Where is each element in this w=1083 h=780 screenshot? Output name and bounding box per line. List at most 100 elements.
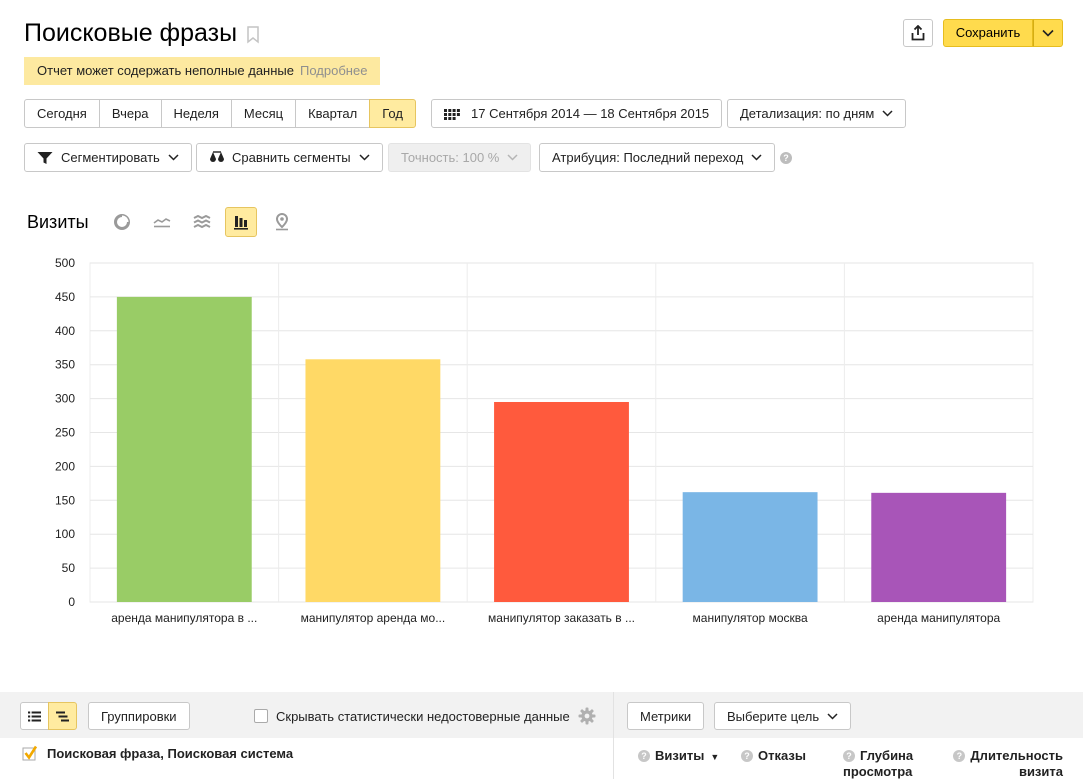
bar: [305, 359, 441, 602]
help-icon[interactable]: ?: [741, 750, 753, 762]
gear-icon[interactable]: [578, 707, 596, 725]
chevron-down-icon: [507, 154, 518, 161]
save-button[interactable]: Сохранить: [943, 19, 1033, 47]
dimensions-checkbox[interactable]: [22, 745, 38, 761]
checkbox-box[interactable]: [254, 709, 268, 723]
flat-list-view-button[interactable]: [20, 702, 49, 730]
date-range-picker[interactable]: 17 Сентября 2014 — 18 Сентября 2015: [431, 99, 723, 128]
y-tick-label: 450: [55, 290, 75, 304]
save-button-group: Сохранить: [943, 19, 1063, 47]
page-title: Поисковые фразы: [24, 19, 238, 47]
chevron-down-icon: [827, 712, 838, 720]
dimensions-header: Поисковая фраза, Поисковая система: [22, 745, 293, 761]
period-selector: Сегодня Вчера Неделя Месяц Квартал Год: [24, 99, 416, 128]
attribution-label: Атрибуция: Последний переход: [552, 150, 744, 165]
column-depth-label: Глубина просмотра: [843, 748, 914, 779]
metrics-button[interactable]: Метрики: [627, 702, 705, 730]
y-tick-label: 500: [55, 256, 75, 270]
y-tick-label: 50: [62, 561, 76, 575]
map-pin-icon: [275, 213, 289, 231]
pie-chart-icon: [114, 214, 130, 230]
tree-list-icon: [56, 711, 69, 721]
period-week[interactable]: Неделя: [160, 99, 232, 128]
attribution-help-icon[interactable]: ?: [780, 152, 792, 164]
x-tick-label: манипулятор аренда мо...: [301, 611, 446, 625]
y-tick-label: 100: [55, 527, 75, 541]
y-tick-label: 250: [55, 426, 75, 440]
bar: [871, 492, 1007, 602]
pie-chart-button[interactable]: [106, 207, 138, 237]
warning-text: Отчет может содержать неполные данные: [37, 63, 294, 78]
x-tick-label: аренда манипулятора: [877, 611, 1000, 625]
table-view-toggle: [20, 702, 77, 730]
bar: [682, 492, 818, 602]
detail-label: Детализация: по дням: [740, 106, 875, 121]
calendar-icon: [444, 108, 460, 120]
bar-chart-button[interactable]: [225, 207, 257, 237]
line-chart-button[interactable]: [146, 207, 178, 237]
stacked-area-icon: [193, 215, 211, 229]
x-tick-label: манипулятор москва: [693, 611, 808, 625]
column-visits[interactable]: ? Визиты ▼: [638, 748, 719, 765]
bookmark-icon[interactable]: [246, 26, 260, 44]
column-bounces-label: Отказы: [758, 748, 806, 763]
hide-unreliable-checkbox[interactable]: Скрывать статистически недостоверные дан…: [254, 707, 570, 725]
groupings-label: Группировки: [101, 708, 177, 724]
bar: [116, 296, 252, 602]
accuracy-dropdown[interactable]: Точность: 100 %: [388, 143, 532, 172]
column-duration[interactable]: ? Длительность визита: [951, 748, 1063, 780]
attribution-dropdown[interactable]: Атрибуция: Последний переход: [539, 143, 776, 172]
toolbar-divider: [613, 692, 614, 779]
compare-segments-dropdown[interactable]: Сравнить сегменты: [196, 143, 383, 172]
accuracy-label: Точность: 100 %: [401, 150, 500, 165]
goal-label: Выберите цель: [727, 708, 820, 724]
chart-title: Визиты: [27, 212, 89, 232]
chevron-down-icon: [751, 154, 762, 161]
dimensions-label: Поисковая фраза, Поисковая система: [47, 745, 294, 761]
help-icon[interactable]: ?: [953, 750, 966, 762]
y-tick-label: 0: [68, 595, 75, 609]
bar: [494, 401, 629, 602]
column-duration-label: Длительность визита: [970, 748, 1063, 779]
column-bounces[interactable]: ? Отказы: [741, 748, 806, 764]
x-tick-label: манипулятор заказать в ...: [488, 611, 635, 625]
help-icon[interactable]: ?: [638, 750, 650, 762]
period-yesterday[interactable]: Вчера: [98, 99, 162, 128]
column-visits-label: Визиты: [655, 748, 705, 763]
y-tick-label: 350: [55, 358, 75, 372]
period-today[interactable]: Сегодня: [24, 99, 100, 128]
y-tick-label: 200: [55, 459, 75, 473]
map-button[interactable]: [266, 207, 298, 237]
chevron-down-icon: [359, 154, 370, 161]
detail-dropdown[interactable]: Детализация: по дням: [727, 99, 907, 128]
sort-desc-icon: ▼: [710, 752, 720, 762]
stacked-area-button[interactable]: [186, 207, 218, 237]
hide-unreliable-label: Скрывать статистически недостоверные дан…: [276, 708, 570, 724]
tree-view-button[interactable]: [48, 702, 77, 730]
x-tick-label: аренда манипулятора в ...: [111, 611, 257, 625]
checkmark-icon: [22, 745, 38, 761]
warning-more-link[interactable]: Подробнее: [300, 63, 368, 78]
segment-dropdown[interactable]: Сегментировать: [24, 143, 192, 172]
help-icon[interactable]: ?: [843, 750, 855, 762]
incomplete-data-warning: Отчет может содержать неполные данные Под…: [24, 57, 381, 85]
y-tick-label: 400: [55, 324, 75, 338]
goal-dropdown[interactable]: Выберите цель: [714, 702, 852, 730]
filter-icon: [37, 151, 53, 164]
visits-bar-chart: 0 50 100 150 200 250 300 350 400 450 500 аренда ман…: [55, 256, 1034, 625]
period-year[interactable]: Год: [369, 99, 416, 128]
groupings-button[interactable]: Группировки: [88, 702, 190, 730]
line-chart-icon: [153, 218, 171, 228]
share-icon: [911, 25, 925, 41]
export-button[interactable]: [903, 19, 933, 47]
column-depth[interactable]: ? Глубина просмотра: [843, 748, 923, 780]
period-quarter[interactable]: Квартал: [295, 99, 371, 128]
period-month[interactable]: Месяц: [230, 99, 297, 128]
bar-chart-icon: [234, 216, 248, 230]
metrics-label: Метрики: [640, 708, 692, 724]
save-options-button[interactable]: [1033, 19, 1063, 47]
chevron-down-icon: [882, 110, 893, 117]
y-tick-label: 150: [55, 493, 75, 507]
chevron-down-icon: [1042, 29, 1054, 37]
chevron-down-icon: [168, 154, 179, 161]
